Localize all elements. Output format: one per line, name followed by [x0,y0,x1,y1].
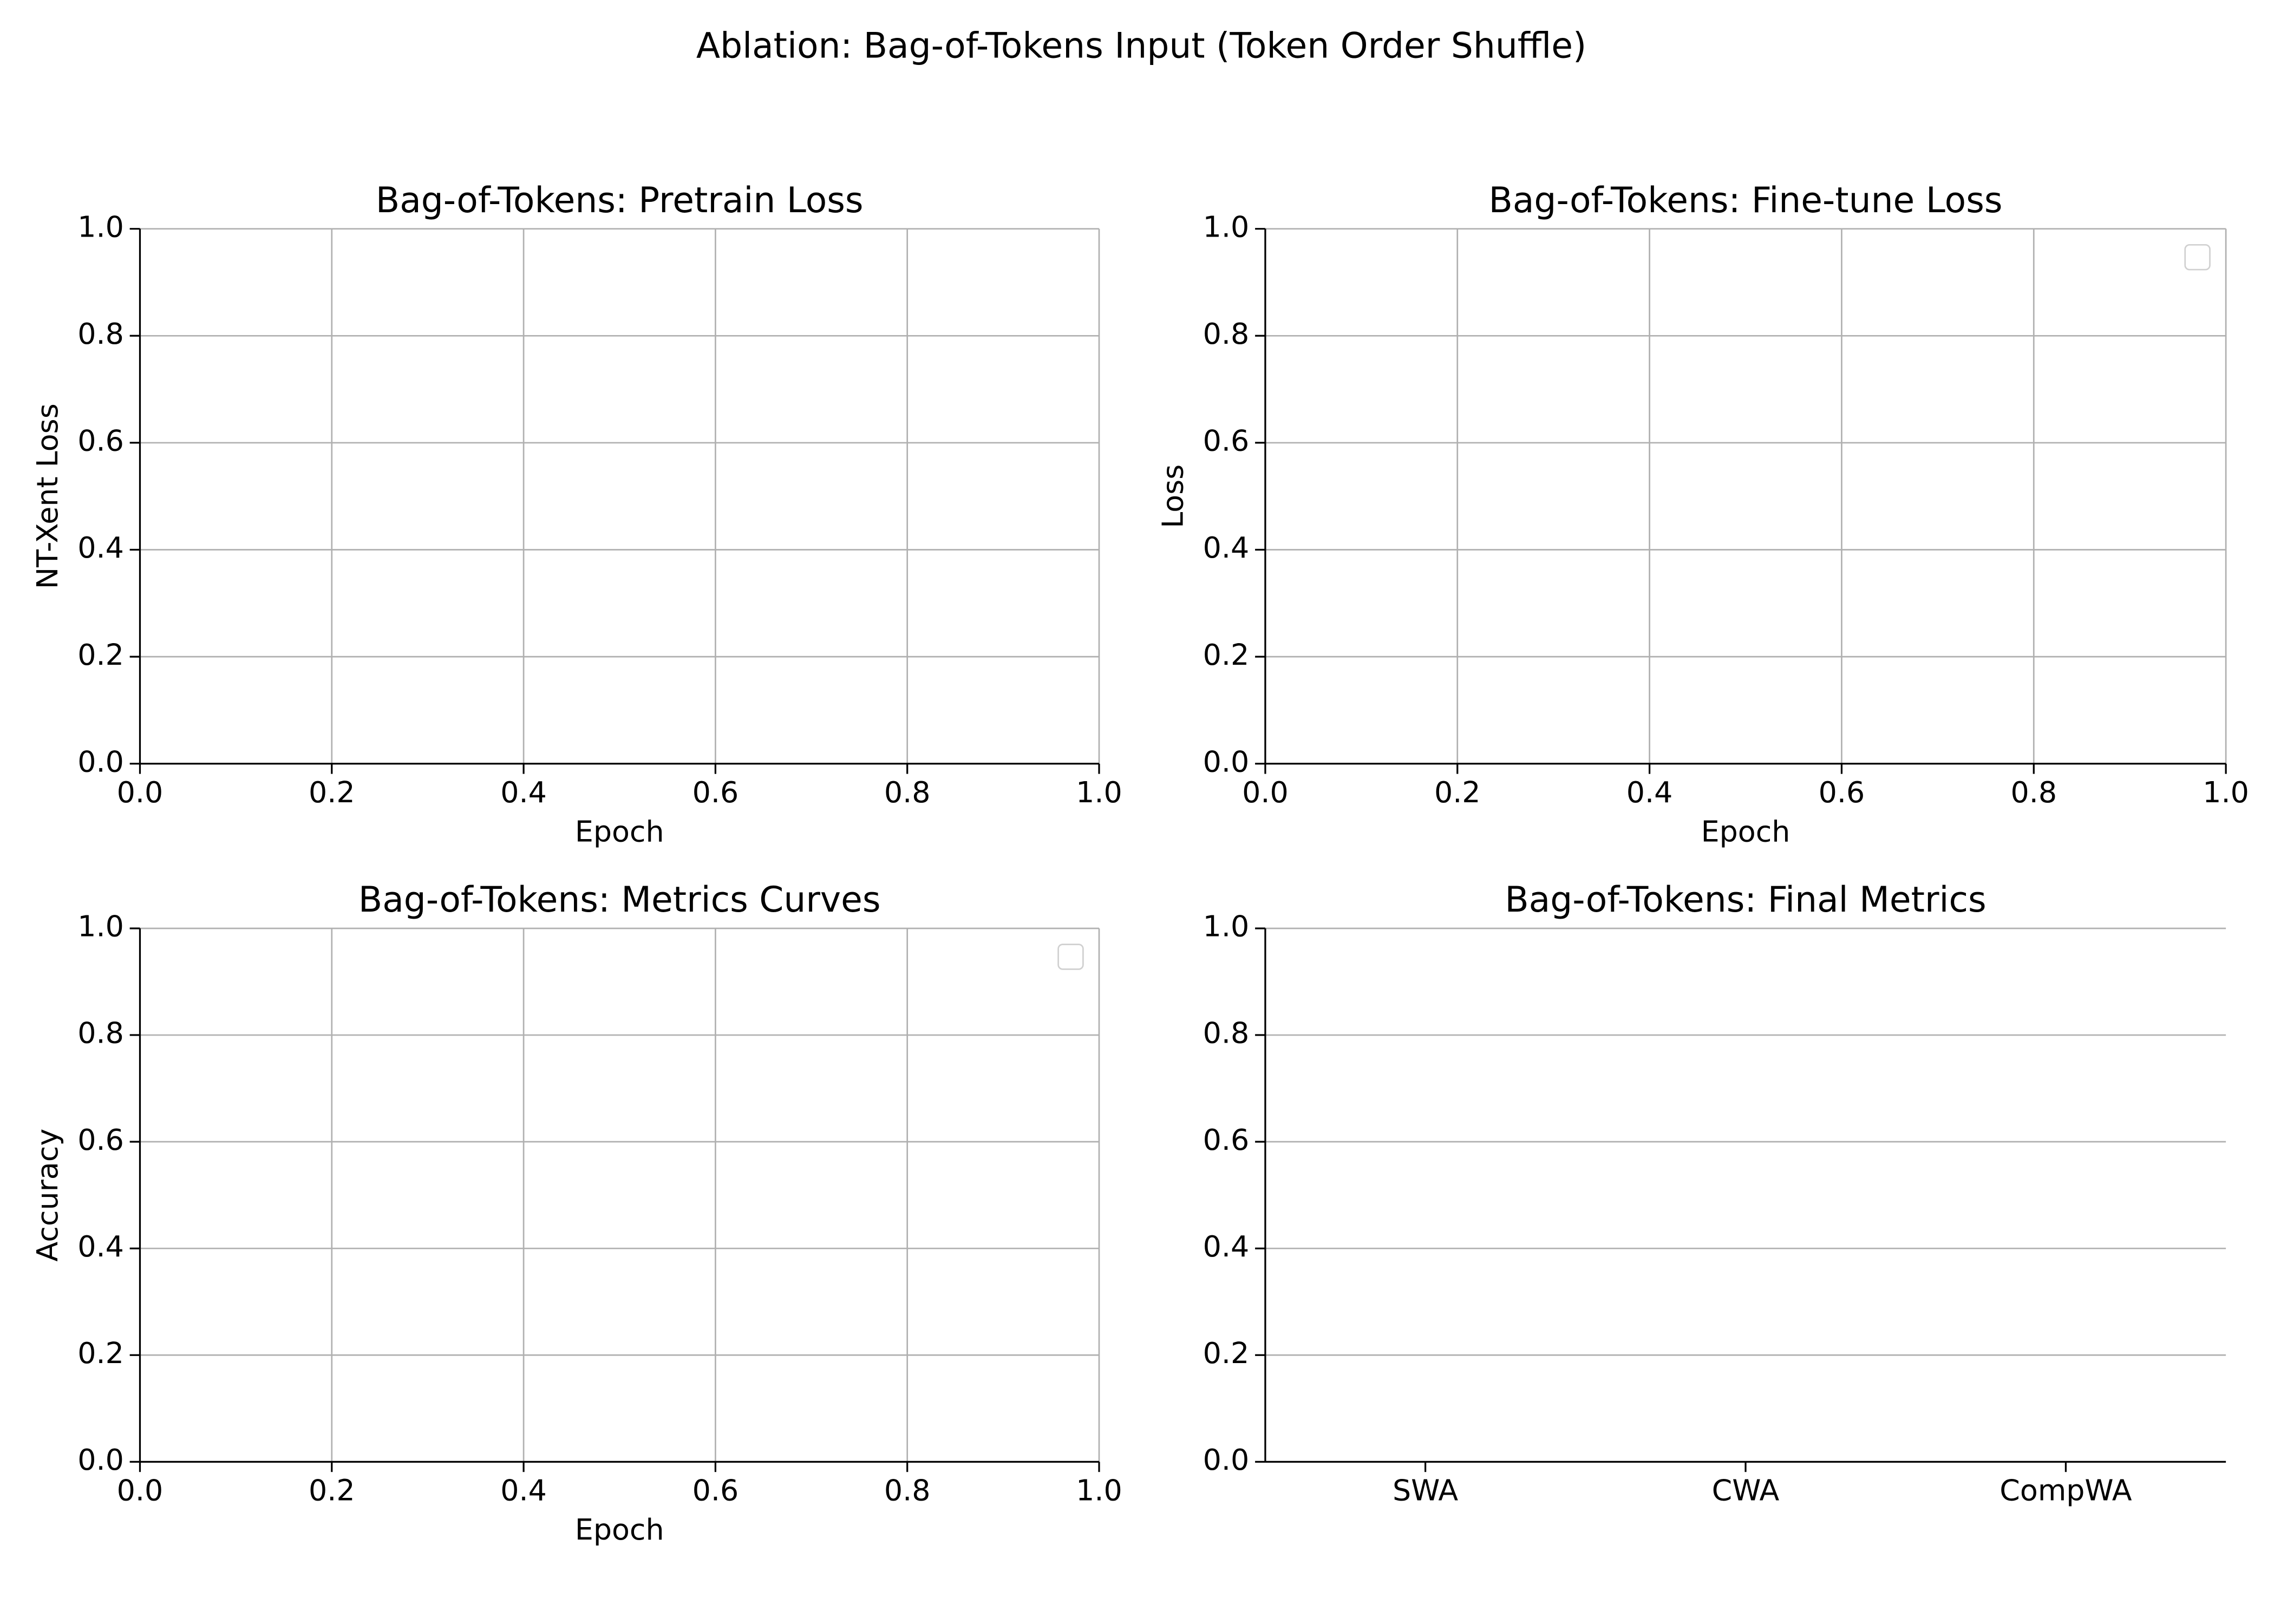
y-tick-label: 0.4 [77,1229,124,1263]
x-axis-label: Epoch [575,815,664,849]
x-tick-label: 0.4 [500,1474,547,1508]
y-tick-label: 0.8 [77,1016,124,1050]
x-tick-label: 0.8 [884,1474,931,1508]
chart-title: Bag-of-Tokens: Final Metrics [1505,880,1986,920]
y-tick-label: 0.2 [1203,1336,1250,1370]
y-tick-label: 0.2 [77,1336,124,1370]
legend-box [2184,244,2211,271]
x-tick-label: 0.0 [1242,775,1289,809]
y-tick-label: 0.4 [1203,1229,1250,1263]
y-tick-label: 0.2 [1203,638,1250,672]
y-tick-label: 0.4 [77,531,124,565]
chart-title: Bag-of-Tokens: Fine-tune Loss [1489,180,2003,221]
x-tick-label: 1.0 [2203,775,2249,809]
y-tick-label: 0.2 [77,638,124,672]
x-tick-label: 0.0 [117,1474,164,1508]
x-tick-label: 0.8 [884,775,931,809]
y-tick-label: 0.0 [77,1443,124,1477]
y-tick-label: 1.0 [77,909,124,944]
x-tick-label: 0.2 [1434,775,1481,809]
x-tick-label: CompWA [1999,1474,2132,1508]
x-tick-label: CWA [1712,1474,1780,1508]
y-tick-label: 0.6 [77,1123,124,1157]
y-tick-label: 0.6 [1203,424,1250,458]
y-tick-label: 0.0 [1203,744,1250,778]
x-tick-label: 0.6 [1819,775,1865,809]
x-tick-label: 1.0 [1076,1474,1122,1508]
x-tick-label: 1.0 [1076,775,1122,809]
x-tick-label: 0.4 [1626,775,1673,809]
y-tick-label: 0.6 [1203,1123,1250,1157]
y-tick-label: 1.0 [1203,909,1250,944]
figure-title: Ablation: Bag-of-Tokens Input (Token Ord… [696,25,1586,66]
y-tick-label: 0.8 [77,317,124,351]
x-axis-label: Epoch [1701,815,1791,849]
y-tick-label: 0.8 [1203,1016,1250,1050]
x-tick-label: 0.8 [2010,775,2057,809]
chart-title: Bag-of-Tokens: Metrics Curves [358,880,881,920]
x-tick-label: SWA [1393,1474,1458,1508]
x-tick-label: 0.6 [692,775,739,809]
y-tick-label: 0.4 [1203,531,1250,565]
chart-title: Bag-of-Tokens: Pretrain Loss [376,180,864,221]
x-tick-label: 0.4 [500,775,547,809]
x-tick-label: 0.0 [117,775,164,809]
x-tick-label: 0.2 [309,775,355,809]
y-tick-label: 1.0 [77,209,124,244]
y-tick-label: 0.6 [77,424,124,458]
x-tick-label: 0.6 [692,1474,739,1508]
y-tick-label: 0.0 [77,744,124,778]
y-axis-label: Loss [1156,464,1190,528]
y-axis-label: NT-Xent Loss [30,403,64,589]
legend-box [1057,944,1084,970]
y-axis-label: Accuracy [30,1129,64,1262]
y-tick-label: 0.8 [1203,317,1250,351]
y-tick-label: 1.0 [1203,209,1250,244]
x-tick-label: 0.2 [309,1474,355,1508]
x-axis-label: Epoch [575,1512,664,1547]
y-tick-label: 0.0 [1203,1443,1250,1477]
